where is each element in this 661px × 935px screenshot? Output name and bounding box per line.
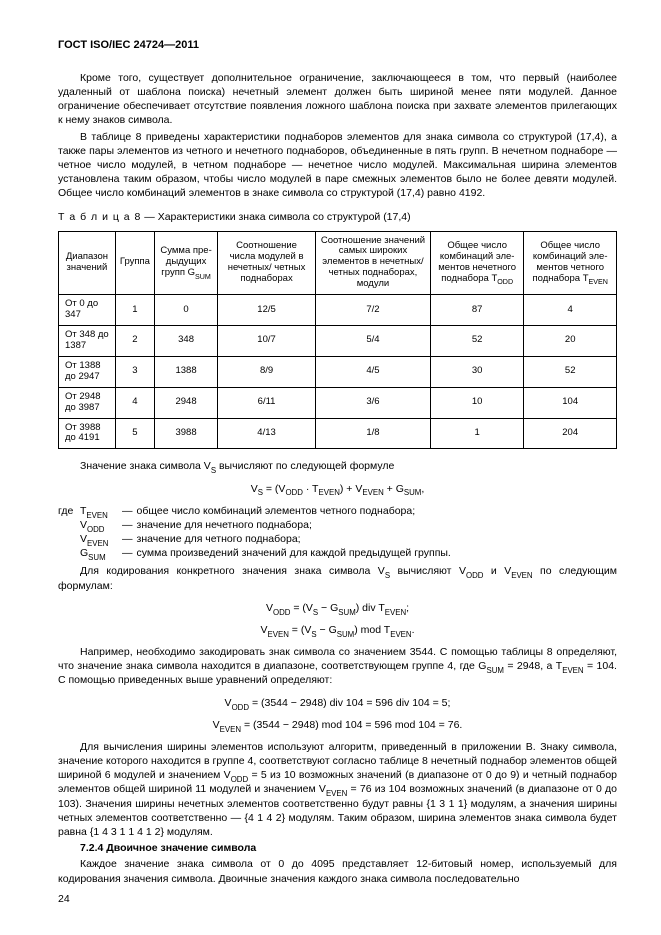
table-cell: 1/8 (315, 418, 430, 449)
table-cell: 1 (115, 295, 154, 326)
col-header: Диапазон значений (59, 231, 116, 295)
doc-header: ГОСТ ISO/IEC 24724—2011 (58, 38, 617, 53)
table-cell: 2 (115, 326, 154, 357)
paragraph: Для кодирования конкретного значения зна… (58, 564, 617, 592)
table-cell: 204 (524, 418, 617, 449)
table-cell: 52 (524, 356, 617, 387)
col-header: Общее число комбинаций эле-ментов четног… (524, 231, 617, 295)
formula: VEVEN = (VS − GSUM) mod TEVEN. (58, 623, 617, 637)
table-row: От 0 до 3471012/57/2874 (59, 295, 617, 326)
table-cell: 348 (154, 326, 217, 357)
formula: VODD = (3544 − 2948) div 104 = 596 div 1… (58, 696, 617, 710)
table-cell: 3/6 (315, 387, 430, 418)
table-cell: От 0 до 347 (59, 295, 116, 326)
table-cell: От 2948 до 3987 (59, 387, 116, 418)
table-cell: 52 (430, 326, 523, 357)
table-cell: 1 (430, 418, 523, 449)
col-header: Общее число комбинаций эле-ментов нечетн… (430, 231, 523, 295)
definition-row: GSUM—сумма произведений значений для каж… (58, 546, 617, 560)
table-cell: 30 (430, 356, 523, 387)
table-cell: 12/5 (218, 295, 316, 326)
formula: VODD = (VS − GSUM) div TEVEN; (58, 601, 617, 615)
data-table: Диапазон значений Группа Сумма пре-дыдущ… (58, 231, 617, 450)
section-heading: 7.2.4 Двоичное значение символа (58, 841, 617, 855)
table-cell: 87 (430, 295, 523, 326)
table-cell: От 1388 до 2947 (59, 356, 116, 387)
formula: VEVEN = (3544 − 2948) mod 104 = 596 mod … (58, 718, 617, 732)
table-row: От 1388 до 2947313888/94/53052 (59, 356, 617, 387)
table-cell: 5/4 (315, 326, 430, 357)
col-header: Группа (115, 231, 154, 295)
paragraph: Значение знака символа VS вычисляют по с… (58, 459, 617, 473)
definition-row: VODD—значение для нечетного поднабора; (58, 518, 617, 532)
table-cell: 2948 (154, 387, 217, 418)
table-cell: 20 (524, 326, 617, 357)
paragraph: Например, необходимо закодировать знак с… (58, 645, 617, 688)
table-cell: От 348 до 1387 (59, 326, 116, 357)
table-header-row: Диапазон значений Группа Сумма пре-дыдущ… (59, 231, 617, 295)
paragraph: Для вычисления ширины элементов использу… (58, 740, 617, 839)
definition-row: VEVEN—значение для четного поднабора; (58, 532, 617, 546)
formula: VS = (VODD · TEVEN) + VEVEN + GSUM, (58, 482, 617, 496)
paragraph: В таблице 8 приведены характеристики под… (58, 130, 617, 201)
table-body: От 0 до 3471012/57/2874От 348 до 1387234… (59, 295, 617, 449)
table-cell: 5 (115, 418, 154, 449)
table-cell: 4 (115, 387, 154, 418)
table-cell: 7/2 (315, 295, 430, 326)
paragraph: Каждое значение знака символа от 0 до 40… (58, 857, 617, 885)
definition-list: гдеTEVEN—общее число комбинаций элементо… (58, 504, 617, 561)
col-header: Соотношение числа модулей в нечетных/ че… (218, 231, 316, 295)
table-cell: 10 (430, 387, 523, 418)
table-row: От 348 до 1387234810/75/45220 (59, 326, 617, 357)
table-cell: 4/5 (315, 356, 430, 387)
table-cell: 0 (154, 295, 217, 326)
table-cell: 1388 (154, 356, 217, 387)
table-row: От 2948 до 3987429486/113/610104 (59, 387, 617, 418)
table-row: От 3988 до 4191539884/131/81204 (59, 418, 617, 449)
table-cell: От 3988 до 4191 (59, 418, 116, 449)
table-cell: 4/13 (218, 418, 316, 449)
table-cell: 3988 (154, 418, 217, 449)
table-caption: Т а б л и ц а 8 — Характеристики знака с… (58, 210, 617, 224)
table-cell: 10/7 (218, 326, 316, 357)
col-header: Сумма пре-дыдущих групп GSUM (154, 231, 217, 295)
table-cell: 3 (115, 356, 154, 387)
page-number: 24 (58, 892, 617, 906)
table-cell: 104 (524, 387, 617, 418)
table-cell: 6/11 (218, 387, 316, 418)
definition-row: гдеTEVEN—общее число комбинаций элементо… (58, 504, 617, 518)
paragraph: Кроме того, существует дополнительное ог… (58, 71, 617, 128)
table-cell: 4 (524, 295, 617, 326)
col-header: Соотношение значений самых широких элеме… (315, 231, 430, 295)
table-cell: 8/9 (218, 356, 316, 387)
